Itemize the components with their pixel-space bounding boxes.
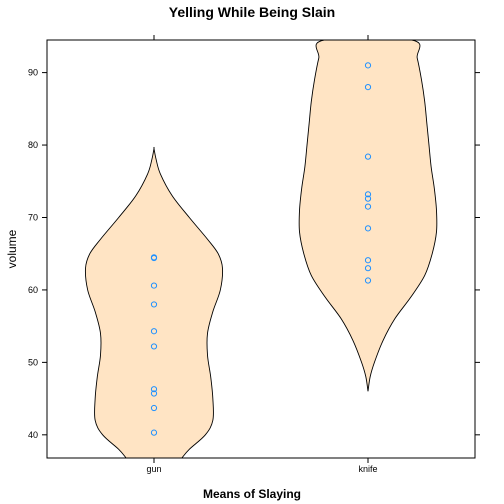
- data-point-gun: [150, 282, 158, 289]
- chart-title: Yelling While Being Slain: [169, 4, 335, 20]
- data-point-knife: [364, 195, 372, 202]
- x-tick-label-gun: gun: [146, 464, 161, 474]
- data-point-knife: [364, 203, 372, 210]
- x-axis: gun knife: [146, 35, 378, 474]
- data-point-knife: [364, 62, 372, 69]
- x-tick-label-knife: knife: [358, 464, 377, 474]
- data-point-knife: [364, 265, 372, 272]
- data-point-knife: [364, 277, 372, 284]
- y-tick-label: 50: [28, 357, 38, 367]
- violin-gun: [84, 146, 224, 458]
- y-tick-label: 90: [28, 68, 38, 78]
- violin-layer: [84, 40, 438, 458]
- data-point-gun: [150, 390, 158, 397]
- y-axis-label: volume: [5, 229, 19, 268]
- y-tick-label: 70: [28, 212, 38, 222]
- data-point-gun: [150, 254, 158, 261]
- y-tick-label: 40: [28, 430, 38, 440]
- violin-knife: [298, 40, 438, 392]
- data-point-gun: [150, 328, 158, 335]
- plot-panel-border: [46, 39, 476, 459]
- data-point-gun: [150, 343, 158, 350]
- y-tick-label: 80: [28, 140, 38, 150]
- point-layer: [150, 62, 372, 436]
- data-point-knife: [364, 191, 372, 198]
- y-tick-label: 60: [28, 285, 38, 295]
- data-point-knife: [364, 83, 372, 91]
- data-point-gun: [150, 386, 158, 393]
- data-point-knife: [364, 153, 372, 160]
- data-point-gun: [150, 301, 158, 308]
- x-axis-label: Means of Slaying: [203, 487, 301, 501]
- data-point-gun: [150, 404, 158, 412]
- y-axis: 40 50 60 70 80 90: [28, 68, 480, 440]
- data-point-gun: [150, 429, 158, 436]
- data-point-knife: [364, 225, 372, 232]
- data-point-knife: [364, 257, 372, 264]
